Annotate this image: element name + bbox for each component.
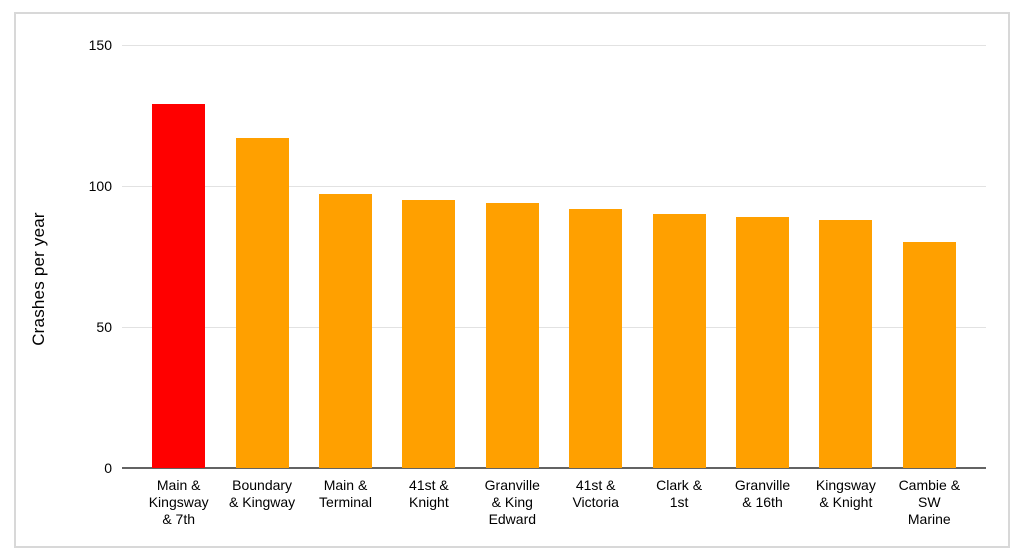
x-category-label: Clark & 1st [656, 477, 703, 510]
x-axis-baseline [122, 467, 986, 469]
gridline [122, 185, 986, 187]
bar [569, 208, 623, 468]
x-category-label: Cambie & SW Marine [898, 477, 961, 527]
bar [819, 219, 873, 468]
gridline [122, 326, 986, 328]
y-tick-label: 0 [104, 459, 112, 476]
x-category-label: Granville & 16th [734, 477, 791, 510]
bar [402, 200, 456, 468]
bar [652, 214, 706, 468]
x-category-label: Main & Terminal [319, 477, 372, 510]
x-category-label: Main & Kingsway & 7th [148, 477, 209, 527]
bar [319, 194, 372, 468]
bar [485, 202, 539, 468]
bar [736, 217, 789, 468]
plot-area [122, 44, 986, 469]
x-category-label: 41st & Knight [409, 477, 449, 510]
y-tick-label: 50 [96, 318, 112, 335]
x-category-label: Kingsway & Knight [815, 477, 876, 510]
bar [235, 138, 289, 468]
y-tick-label: 150 [88, 36, 112, 53]
x-category-label: Boundary & Kingway [229, 477, 296, 510]
y-tick-label: 100 [88, 177, 112, 194]
bar [152, 104, 206, 468]
x-category-label: 41st & Victoria [572, 477, 619, 510]
x-category-label: Granville & King Edward [484, 477, 540, 527]
bar [902, 242, 956, 468]
gridline [122, 44, 986, 46]
